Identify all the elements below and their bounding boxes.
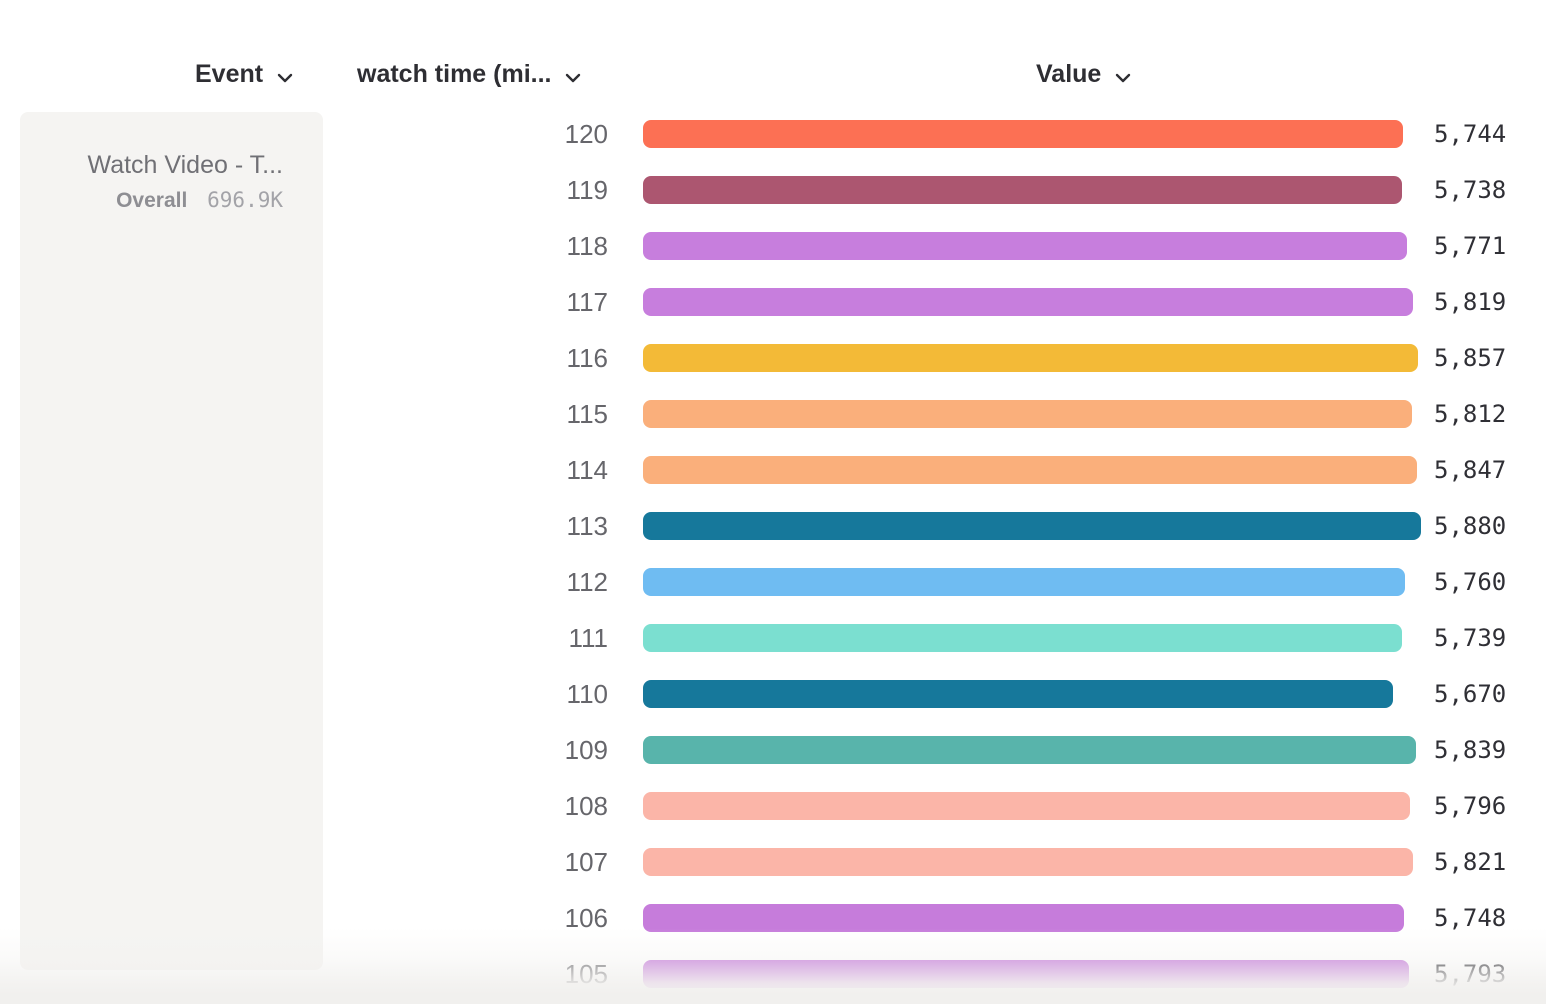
bar-value-label: 5,880 [1434, 512, 1507, 540]
chevron-down-icon [1115, 61, 1131, 90]
category-label: 110 [566, 678, 608, 709]
chart-row: 120 5,744 [0, 106, 1546, 162]
bar-segment[interactable] [643, 736, 1416, 764]
bar-track [643, 848, 1421, 876]
bar-segment[interactable] [643, 568, 1406, 596]
chart-row: 106 5,748 [0, 890, 1546, 946]
bar-segment[interactable] [643, 456, 1417, 484]
chart-row: 118 5,771 [0, 218, 1546, 274]
bar-segment[interactable] [643, 120, 1403, 148]
chart-row: 116 5,857 [0, 330, 1546, 386]
chart-row: 109 5,839 [0, 722, 1546, 778]
category-label: 117 [566, 286, 608, 317]
chart-row: 110 5,670 [0, 666, 1546, 722]
bar-track [643, 624, 1421, 652]
category-label: 115 [566, 398, 608, 429]
chart-row: 119 5,738 [0, 162, 1546, 218]
category-label: 112 [566, 566, 608, 597]
bar-value-label: 5,847 [1434, 456, 1507, 484]
value-column-label: Value [1036, 59, 1102, 88]
bar-value-label: 5,821 [1434, 848, 1507, 876]
category-label: 106 [564, 902, 608, 933]
overall-value: 696.9K [207, 188, 283, 212]
bar-chart: 120 5,744 119 5,738 118 5,771 117 [0, 106, 1546, 1002]
bar-track [643, 568, 1421, 596]
category-label: 111 [568, 622, 608, 653]
bar-track [643, 176, 1421, 204]
event-title: Watch Video - T... [87, 151, 283, 179]
bar-track [643, 288, 1421, 316]
bar-segment[interactable] [643, 792, 1410, 820]
category-label: 120 [564, 118, 608, 149]
category-label: 116 [566, 342, 608, 373]
bar-segment[interactable] [643, 960, 1410, 988]
bar-value-label: 5,796 [1434, 792, 1507, 820]
bar-value-label: 5,839 [1434, 736, 1507, 764]
category-label: 107 [564, 846, 608, 877]
chevron-down-icon [277, 61, 293, 90]
chart-row: 112 5,760 [0, 554, 1546, 610]
chevron-down-icon [565, 61, 581, 90]
bar-value-label: 5,857 [1434, 344, 1507, 372]
category-label: 109 [564, 734, 608, 765]
bar-value-label: 5,739 [1434, 624, 1507, 652]
bar-track [643, 960, 1421, 988]
chart-row: 117 5,819 [0, 274, 1546, 330]
bar-track [643, 344, 1421, 372]
category-label: 113 [566, 510, 608, 541]
bar-segment[interactable] [643, 680, 1394, 708]
chart-row: 107 5,821 [0, 834, 1546, 890]
bar-track [643, 792, 1421, 820]
category-label: 118 [566, 230, 608, 261]
bar-segment[interactable] [643, 344, 1418, 372]
event-column-label: Event [195, 59, 264, 88]
bar-track [643, 456, 1421, 484]
bar-value-label: 5,812 [1434, 400, 1507, 428]
chart-row: 114 5,847 [0, 442, 1546, 498]
category-label: 105 [564, 958, 608, 989]
bar-value-label: 5,793 [1434, 960, 1507, 988]
bar-value-label: 5,670 [1434, 680, 1507, 708]
category-label: 119 [566, 174, 608, 205]
measure-column-label: watch time (mi... [357, 59, 552, 88]
event-overall-row: Overall 696.9K [40, 188, 283, 213]
bar-value-label: 5,738 [1434, 176, 1507, 204]
bar-value-label: 5,744 [1434, 120, 1507, 148]
bar-value-label: 5,760 [1434, 568, 1507, 596]
category-label: 108 [564, 790, 608, 821]
bar-segment[interactable] [643, 848, 1414, 876]
bar-segment[interactable] [643, 176, 1403, 204]
bar-track [643, 736, 1421, 764]
bar-value-label: 5,819 [1434, 288, 1507, 316]
bar-track [643, 232, 1421, 260]
chart-row: 113 5,880 [0, 498, 1546, 554]
bar-track [643, 904, 1421, 932]
bar-track [643, 680, 1421, 708]
chart-row: 105 5,793 [0, 946, 1546, 1002]
bar-segment[interactable] [643, 232, 1407, 260]
event-card[interactable]: Watch Video - T... Overall 696.9K [20, 112, 323, 970]
bar-segment[interactable] [643, 904, 1404, 932]
bar-segment[interactable] [643, 400, 1412, 428]
chart-row: 111 5,739 [0, 610, 1546, 666]
bar-segment[interactable] [643, 512, 1421, 540]
bar-track [643, 120, 1421, 148]
measure-column-dropdown[interactable]: watch time (mi... [357, 58, 581, 90]
chart-row: 108 5,796 [0, 778, 1546, 834]
category-label: 114 [566, 454, 608, 485]
bar-value-label: 5,748 [1434, 904, 1507, 932]
bar-track [643, 512, 1421, 540]
bar-segment[interactable] [643, 288, 1413, 316]
bar-track [643, 400, 1421, 428]
bar-value-label: 5,771 [1434, 232, 1507, 260]
event-column-dropdown[interactable]: Event [195, 58, 293, 90]
bar-segment[interactable] [643, 624, 1403, 652]
value-column-dropdown[interactable]: Value [1036, 58, 1131, 90]
chart-row: 115 5,812 [0, 386, 1546, 442]
overall-label: Overall [116, 189, 188, 212]
